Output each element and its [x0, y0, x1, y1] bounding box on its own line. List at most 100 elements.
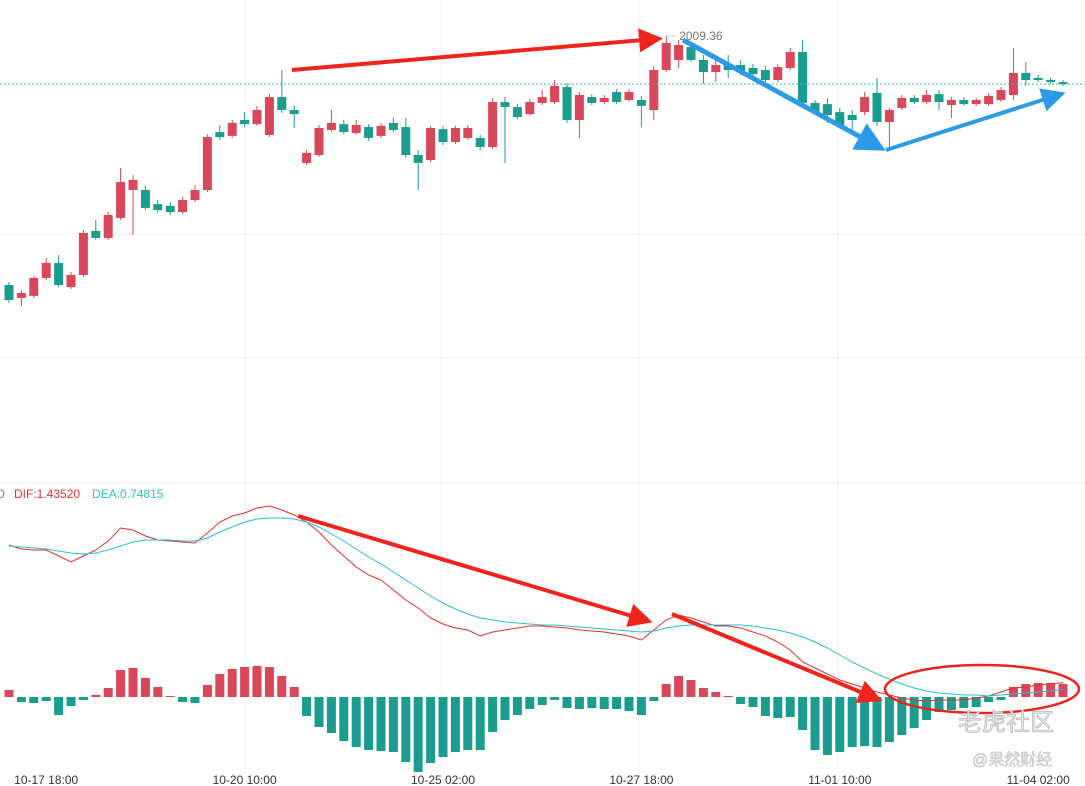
candle-body: [748, 67, 758, 75]
candle-body: [54, 262, 64, 285]
histogram-bar: [463, 697, 473, 750]
histogram-bar: [971, 697, 981, 707]
candle-body: [91, 230, 101, 238]
x-tick-label: 10-20 10:00: [213, 773, 277, 786]
arrow: [671, 612, 883, 703]
histogram-bar: [240, 667, 250, 697]
histogram-bar: [165, 696, 175, 697]
candle-body: [909, 97, 919, 103]
candle-body: [227, 122, 237, 136]
candle-body: [128, 180, 138, 190]
histogram-bar: [326, 697, 336, 733]
candle-body: [66, 275, 76, 288]
candle-body: [289, 110, 299, 115]
candle-body: [847, 115, 857, 120]
indicator-line: [8, 517, 1064, 697]
histogram-bar: [1058, 684, 1068, 697]
histogram-bar: [996, 697, 1006, 700]
histogram-bar: [500, 697, 510, 720]
candle-body: [41, 262, 51, 278]
histogram-bar: [1008, 687, 1018, 697]
histogram-bar: [1033, 683, 1043, 697]
histogram-bar: [860, 697, 870, 746]
histogram-bar: [1046, 683, 1056, 697]
candle-body: [736, 65, 746, 73]
candle-body: [860, 97, 870, 113]
histogram-bar: [649, 697, 659, 701]
candle-body: [760, 70, 770, 80]
histogram-bar: [959, 697, 969, 708]
annotations: [291, 28, 1081, 715]
indicator-line: [8, 505, 1064, 702]
histogram-bar: [835, 697, 845, 752]
candle-body: [574, 95, 584, 120]
histogram-bar: [512, 697, 522, 715]
histogram-bar: [909, 697, 919, 728]
histogram-bar: [140, 678, 150, 697]
marks: 2009.36 DIF:1.43520 DEA:0.74815: [0, 29, 1085, 772]
candle-body: [116, 182, 126, 218]
candle-body: [351, 125, 361, 133]
histogram-bar: [884, 697, 894, 742]
candle-body: [773, 67, 783, 80]
watermark: @果然财经: [972, 751, 1052, 769]
candle-body: [884, 110, 894, 123]
histogram-bar: [934, 697, 944, 712]
histogram-bar: [748, 697, 758, 707]
histogram-bar: [264, 667, 274, 697]
candle-body: [835, 112, 845, 125]
candle-body: [16, 292, 26, 298]
histogram-bar: [550, 697, 560, 700]
histogram-bar: [810, 697, 820, 750]
candle-body: [649, 70, 659, 110]
histogram-bar: [252, 666, 262, 697]
histogram-bar: [178, 697, 188, 702]
indicator-label: 0: [0, 487, 5, 501]
histogram-bar: [1021, 684, 1031, 697]
candle-body: [822, 104, 832, 115]
histogram-bar: [574, 697, 584, 709]
candle-body: [29, 277, 39, 296]
candle-body: [562, 87, 572, 120]
arrow: [297, 514, 653, 627]
histogram-bar: [190, 697, 200, 703]
histogram-bar: [153, 687, 163, 697]
candle-body: [946, 100, 956, 105]
candle-body: [599, 97, 609, 103]
candle-body: [190, 190, 200, 200]
x-tick-label: 11-04 02:00: [1007, 773, 1070, 786]
candle-body: [140, 190, 150, 208]
arrow: [885, 88, 1066, 152]
candle-body: [252, 110, 262, 125]
histogram-bar: [364, 697, 374, 750]
candle-body: [537, 97, 547, 103]
candle-body: [215, 132, 225, 138]
x-tick-label: 10-27 18:00: [609, 773, 673, 786]
candle-body: [711, 65, 721, 73]
candle-body: [413, 155, 423, 163]
candle-body: [302, 152, 312, 163]
candle-body: [202, 137, 212, 190]
candle-body: [984, 95, 994, 105]
histogram-bar: [488, 697, 498, 732]
histogram-bar: [661, 684, 671, 697]
histogram-bar: [302, 697, 312, 716]
candle-body: [376, 125, 386, 136]
histogram-bar: [698, 688, 708, 697]
histogram-bar: [426, 697, 436, 763]
candle-body: [388, 122, 398, 130]
candle-body: [1021, 72, 1031, 80]
histogram-bar: [847, 697, 857, 747]
candle-body: [612, 92, 622, 103]
candle-body: [500, 102, 510, 108]
histogram-bar: [289, 687, 299, 697]
histogram-bar: [599, 697, 609, 709]
candle-body: [872, 92, 882, 123]
x-tick-label: 11-01 10:00: [808, 773, 871, 786]
histogram-bar: [351, 697, 361, 747]
histogram-bar: [401, 697, 411, 762]
histogram-bar: [587, 697, 597, 708]
candle-body: [401, 127, 411, 155]
candle-body: [550, 85, 560, 103]
legend-entry: DEA:0.74815: [92, 487, 164, 501]
